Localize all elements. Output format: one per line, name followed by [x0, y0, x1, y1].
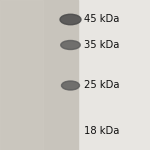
Text: 25 kDa: 25 kDa	[84, 81, 120, 90]
FancyBboxPatch shape	[0, 0, 78, 150]
FancyBboxPatch shape	[0, 0, 43, 150]
Text: 45 kDa: 45 kDa	[84, 15, 119, 24]
Text: 18 kDa: 18 kDa	[84, 126, 119, 135]
Ellipse shape	[61, 40, 80, 50]
Ellipse shape	[61, 81, 80, 90]
Text: 35 kDa: 35 kDa	[84, 40, 119, 50]
Ellipse shape	[60, 14, 81, 25]
